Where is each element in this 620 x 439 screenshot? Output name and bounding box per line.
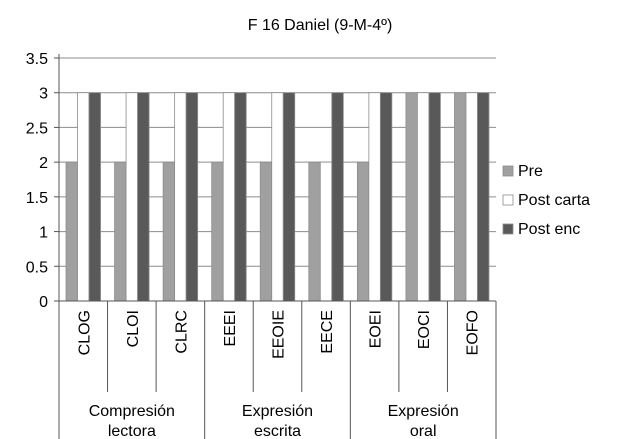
bar-post-enc-eoci [428,92,441,302]
bar-post-enc-clrc [185,92,199,302]
legend-swatch [502,194,514,206]
bar-post-enc-clog [88,92,101,302]
y-tick-label: 1.5 [26,190,48,207]
y-tick-label: 2 [39,155,48,172]
bar-pre-clrc [162,161,176,302]
category-groups: Compresión lectora Expresión escrita Expresi… [89,403,459,439]
bar-post-enc-eoei [379,92,393,302]
axes [58,54,497,439]
bar-pre-cloi [114,161,127,302]
bar-pre-eofo [454,92,467,302]
bar-post-enc-eofo [477,92,490,302]
x-tick-label: EECE [319,310,336,354]
bar-post-carta-eeoie [271,92,284,302]
bar-pre-clog [65,161,78,302]
x-tick-label: EEOIE [271,310,288,359]
bar-pre-eoci [405,92,418,302]
x-tick-label: EEEI [222,310,239,346]
bar-post-carta-clog [77,92,90,302]
bar-post-carta-eofo [465,92,478,302]
y-tick-label: 1 [39,225,48,242]
bar-post-carta-clrc [174,92,187,302]
legend-label: Post enc [518,221,580,238]
group-label: oral [410,423,437,439]
chart-title: F 16 Daniel (9-M-4º) [248,17,393,34]
bar-pre-eoei [356,161,370,302]
bar-post-enc-cloi [137,92,150,302]
legend-label: Post carta [518,192,590,209]
bar-post-enc-eeei [234,92,247,302]
bar-pre-eece [308,161,321,302]
group-label: escrita [254,423,301,439]
x-tick-label: CLRC [173,310,190,354]
bar-post-enc-eeoie [282,92,296,302]
y-tick-label: 3 [39,86,48,103]
legend-swatch [502,165,514,177]
x-tick-label: EOEI [368,310,385,348]
group-label: Expresión [242,403,313,420]
bar-post-enc-eece [331,92,344,302]
x-tick-label: EOFO [465,310,482,355]
x-tick-label: CLOG [76,310,93,355]
group-label: lectora [108,423,156,439]
x-tick-label: EOCI [416,310,433,349]
bar-post-carta-eoci [417,92,430,302]
legend-label: Pre [518,163,543,180]
x-axis-labels: CLOG CLOI CLRC EEEI EEOIE EECE EOEI EOCI EOFO [76,310,481,359]
group-label: Expresión [388,403,459,420]
bar-pre-eeei [211,161,224,302]
legend-swatch [502,223,514,235]
bar-post-carta-cloi [125,92,138,302]
bar-pre-eeoie [259,161,273,302]
bar-post-carta-eoei [368,92,381,302]
y-tick-label: 0 [39,294,48,311]
bar-post-carta-eece [319,161,333,302]
y-tick-label: 0.5 [26,259,48,276]
x-tick-label: CLOI [125,310,142,347]
group-label: Compresión [89,403,175,420]
y-axis-ticks: 0 0.5 1 1.5 2 2.5 3 3.5 [26,51,59,311]
legend: Pre Post carta Post enc [502,163,590,238]
y-tick-label: 3.5 [26,51,48,68]
y-tick-label: 2.5 [26,120,48,137]
bar-post-carta-eeei [222,92,236,302]
bars [65,92,490,302]
